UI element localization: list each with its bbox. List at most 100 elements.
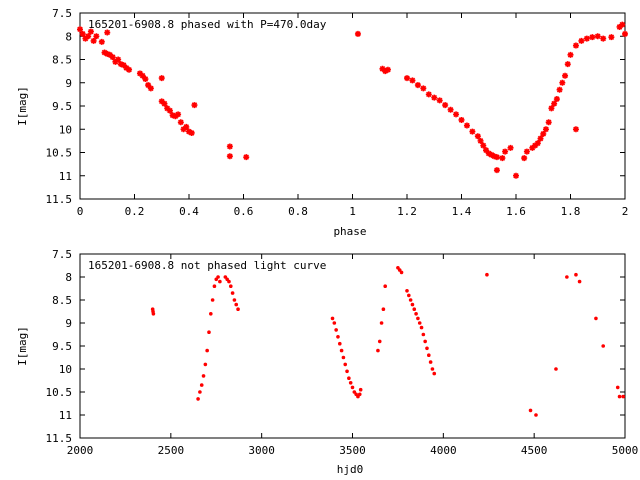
data-point xyxy=(104,29,111,36)
y-tick-label: 8 xyxy=(65,30,72,43)
data-point xyxy=(583,35,590,42)
data-point xyxy=(414,82,421,89)
y-tick-label: 10.5 xyxy=(46,386,73,399)
data-point xyxy=(442,102,449,109)
y-tick-label: 9.5 xyxy=(52,340,72,353)
y-tick-label: 9 xyxy=(65,317,72,330)
data-point xyxy=(589,34,596,41)
data-point xyxy=(405,289,409,293)
data-point xyxy=(358,387,363,392)
y-tick-label: 10 xyxy=(59,363,72,376)
data-point xyxy=(186,128,192,135)
data-point xyxy=(608,34,615,41)
data-point xyxy=(528,408,533,413)
x-tick-label: 2 xyxy=(622,205,629,218)
data-point xyxy=(616,23,623,30)
data-point xyxy=(345,369,349,374)
data-point xyxy=(234,302,239,307)
data-point xyxy=(567,51,574,58)
data-point xyxy=(79,30,86,37)
y-tick-label: 7.5 xyxy=(52,248,72,261)
y-tick-label: 8 xyxy=(65,271,72,284)
data-point xyxy=(191,102,198,109)
data-point xyxy=(564,61,571,68)
data-point xyxy=(419,325,424,330)
data-point xyxy=(180,126,187,133)
data-point xyxy=(145,82,152,89)
x-tick-label: 1.8 xyxy=(561,205,581,218)
data-point xyxy=(477,137,484,144)
data-point xyxy=(236,307,240,312)
x-tick-label: 5000 xyxy=(612,444,639,457)
data-point xyxy=(416,316,420,321)
x-tick-label: 0.6 xyxy=(234,205,254,218)
data-point xyxy=(166,107,173,114)
data-point xyxy=(577,279,582,284)
data-point xyxy=(376,348,380,353)
data-point xyxy=(106,51,113,58)
data-point xyxy=(507,144,514,151)
data-point xyxy=(212,284,217,289)
plot-frame xyxy=(79,253,626,439)
data-point xyxy=(337,341,342,346)
data-point xyxy=(147,85,154,92)
data-point xyxy=(553,96,560,103)
data-point xyxy=(469,128,476,135)
data-point xyxy=(491,153,498,160)
y-axis-label: I[mag] xyxy=(16,86,29,126)
y-tick-label: 11.5 xyxy=(46,193,73,206)
x-tick-label: 0.2 xyxy=(125,205,145,218)
data-point xyxy=(104,50,111,57)
data-point xyxy=(574,272,578,277)
x-tick-label: 0.4 xyxy=(179,205,199,218)
data-point xyxy=(123,64,130,71)
data-point xyxy=(447,106,454,113)
data-point xyxy=(218,279,222,284)
data-point xyxy=(172,113,179,120)
x-axis-label: phase xyxy=(333,225,366,238)
data-point xyxy=(409,77,416,84)
data-point xyxy=(93,33,100,40)
data-point xyxy=(350,385,355,390)
data-point xyxy=(120,62,127,69)
data-point xyxy=(354,30,361,37)
data-point xyxy=(177,119,184,126)
data-point xyxy=(142,76,149,83)
data-point xyxy=(136,70,143,77)
y-tick-label: 11 xyxy=(59,170,72,183)
data-point xyxy=(521,155,528,162)
data-point xyxy=(404,75,410,82)
data-points xyxy=(77,21,628,179)
data-point xyxy=(502,148,509,155)
data-point xyxy=(600,35,607,42)
data-point xyxy=(421,332,426,337)
data-point xyxy=(483,147,490,154)
x-tick-label: 0 xyxy=(77,205,84,218)
data-point xyxy=(427,353,431,358)
data-point xyxy=(432,371,437,376)
data-point xyxy=(377,339,382,344)
data-point xyxy=(453,111,460,118)
data-point xyxy=(226,143,233,150)
data-point xyxy=(175,111,182,118)
unphased-light-curve-panel: 165201-6908.8 not phased light curve 200… xyxy=(16,248,638,476)
data-point xyxy=(615,385,620,390)
data-point xyxy=(347,376,351,381)
data-point xyxy=(480,142,487,149)
data-point xyxy=(407,293,411,298)
data-point xyxy=(554,367,558,371)
data-point xyxy=(412,307,417,312)
data-point xyxy=(158,75,165,82)
y-tick-label: 8.5 xyxy=(52,54,72,67)
data-point xyxy=(499,155,506,162)
data-point xyxy=(572,42,579,49)
data-point xyxy=(117,61,124,68)
data-point xyxy=(384,66,391,73)
x-tick-label: 3500 xyxy=(339,444,366,457)
data-point xyxy=(545,119,552,126)
data-point xyxy=(542,126,549,133)
x-tick-label: 1 xyxy=(349,205,356,218)
data-point xyxy=(341,355,346,360)
data-point xyxy=(485,150,492,157)
